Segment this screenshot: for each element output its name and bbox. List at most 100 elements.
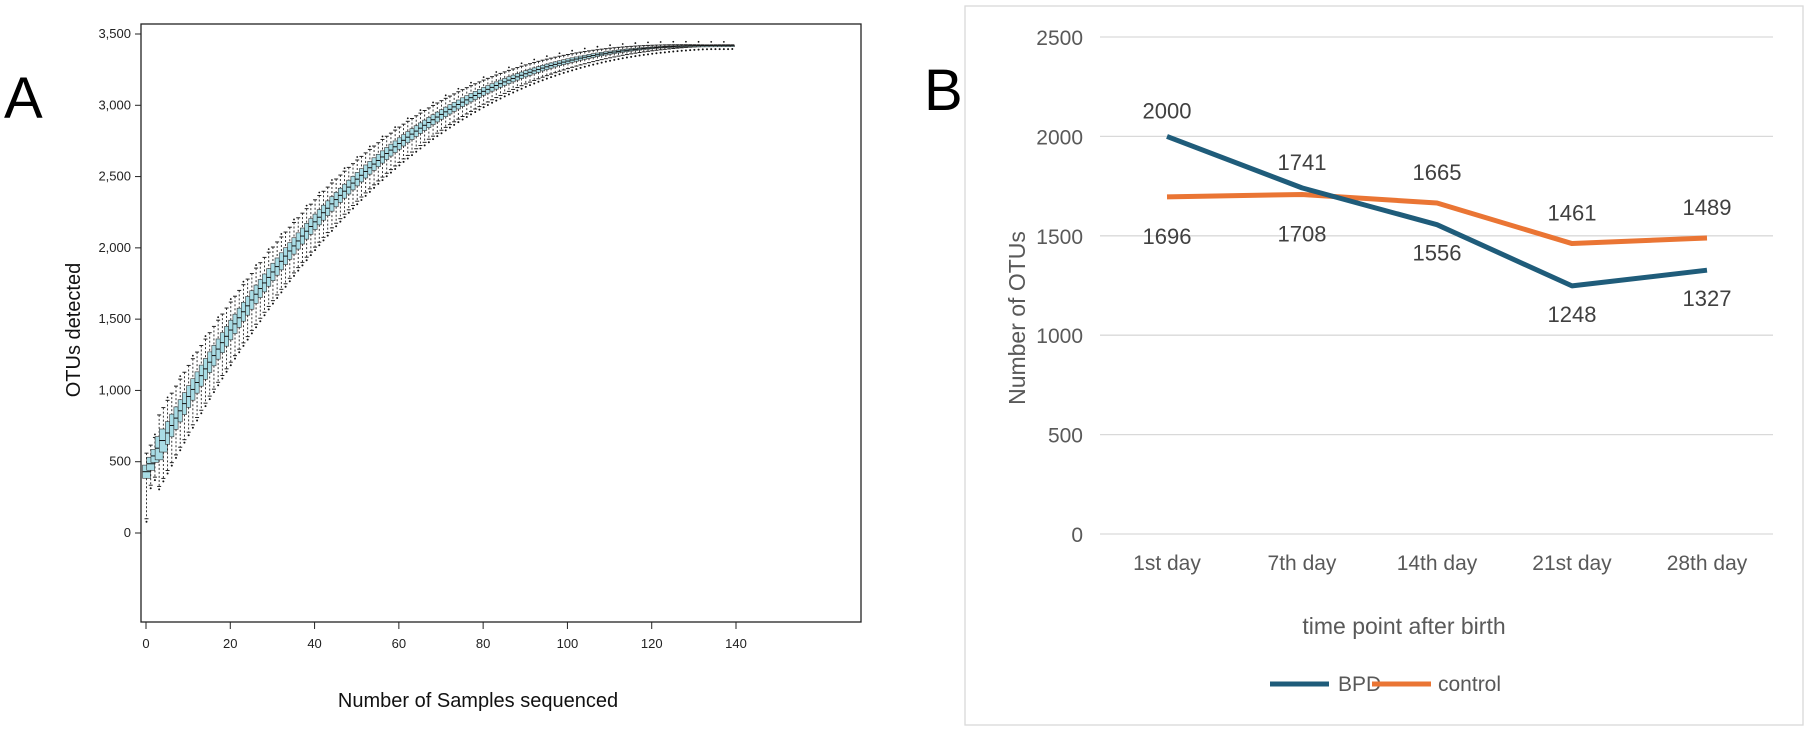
panel-a-y-axis: 0 500 1,000 1,500 2,000 2,500 3,000 3,500: [98, 26, 141, 540]
boxplot-128: [679, 44, 685, 52]
boxplot-28: [257, 262, 263, 323]
boxplot-98: [552, 56, 558, 77]
data-label-bpd: 1556: [1413, 241, 1462, 266]
boxplot-83: [489, 76, 495, 104]
boxplot-13: [194, 351, 200, 422]
boxplot-32: [274, 241, 280, 299]
boxplot-62: [401, 123, 406, 163]
boxplot-31: [270, 246, 276, 305]
data-label-bpd: 1248: [1548, 302, 1597, 327]
boxplot-14: [198, 345, 204, 415]
x-tick-label: 60: [392, 636, 406, 651]
boxplot-72: [443, 94, 449, 132]
boxplot-95: [540, 59, 546, 82]
boxplot-12: [190, 354, 196, 429]
boxplot-110: [603, 48, 609, 63]
boxplot-56: [375, 142, 381, 185]
boxplot-5: [159, 407, 168, 483]
x-tick-label: 21st day: [1532, 552, 1612, 575]
y-tick-label: 2000: [1036, 126, 1083, 149]
series-line-control: [1166, 191, 1708, 247]
boxplot-36: [291, 218, 297, 277]
boxplot-134: [704, 44, 710, 51]
boxplot-121: [649, 44, 655, 55]
boxplot-101: [565, 54, 571, 73]
boxplot-99: [557, 52, 562, 76]
x-tick-label: 1st day: [1133, 552, 1201, 575]
panel-a-x-axis-title: Number of Samples sequenced: [338, 690, 618, 712]
boxplot-84: [493, 71, 499, 102]
boxplot-37: [295, 217, 301, 272]
boxplot-85: [498, 72, 503, 100]
boxplot-40: [308, 203, 314, 257]
y-tick-label: 500: [109, 454, 131, 469]
boxplot-41: [312, 199, 318, 252]
data-label-bpd: 1327: [1683, 286, 1732, 311]
boxplot-124: [662, 44, 668, 54]
boxplot-22: [232, 295, 238, 360]
boxplot-16: [207, 332, 213, 401]
legend-control-label: control: [1438, 673, 1501, 696]
panel-b-data-labels: 2000 1741 1556 1248 1327 1696 1708 1665 1461 1489: [1143, 98, 1732, 326]
boxplot-136: [713, 44, 718, 51]
boxplot-66: [418, 109, 423, 150]
x-tick-label: 80: [476, 636, 490, 651]
y-tick-label: 0: [124, 525, 131, 540]
boxplot-113: [616, 46, 621, 61]
boxplot-69: [430, 101, 436, 141]
boxplot-117: [632, 42, 638, 58]
boxplot-102: [569, 49, 575, 72]
panel-b-chart-frame: [964, 5, 1804, 726]
boxplot-132: [696, 40, 701, 51]
series-line-bpd: [1166, 134, 1708, 289]
boxplot-4: [154, 414, 164, 491]
panel-a-x-axis: 0 20 40 60 80 100 120 140: [142, 622, 747, 651]
boxplot-131: [691, 44, 697, 51]
boxplot-42: [316, 191, 322, 247]
boxplot-86: [502, 71, 508, 98]
boxplot-43: [321, 190, 326, 242]
boxplot-59: [388, 132, 394, 174]
boxplot-27: [253, 264, 259, 329]
boxplot-91: [523, 64, 529, 88]
legend-bpd-label: BPD: [1338, 673, 1381, 696]
boxplot-23: [236, 289, 242, 354]
x-tick-label: 14th day: [1397, 552, 1478, 575]
boxplot-127: [675, 44, 680, 53]
x-tick-label: 100: [557, 636, 579, 651]
boxplot-126: [670, 40, 676, 53]
boxplot-50: [350, 163, 356, 210]
boxplot-79: [472, 83, 478, 113]
boxplot-48: [342, 167, 347, 219]
x-tick-label: 140: [725, 636, 747, 651]
boxplot-112: [611, 47, 617, 61]
boxplot-116: [628, 45, 634, 58]
boxplot-80: [477, 81, 482, 111]
y-tick-label: 1,500: [98, 311, 131, 326]
boxplot-63: [405, 117, 411, 160]
boxplot-6: [165, 396, 170, 475]
boxplot-119: [641, 45, 647, 56]
boxplot-20: [224, 307, 229, 373]
boxplot-34: [283, 231, 288, 288]
boxplot-140: [729, 44, 735, 51]
boxplot-51: [354, 156, 360, 206]
boxplot-77: [464, 87, 470, 118]
y-tick-label: 0: [1071, 524, 1083, 547]
boxplot-90: [519, 62, 524, 90]
boxplot-11: [186, 364, 192, 437]
boxplot-88: [510, 68, 516, 94]
boxplot-38: [300, 212, 305, 267]
x-tick-label: 0: [142, 636, 149, 651]
boxplot-111: [607, 44, 613, 62]
boxplot-30: [266, 248, 272, 311]
boxplot-118: [637, 45, 642, 57]
boxplot-29: [262, 256, 267, 317]
boxplot-138: [721, 40, 727, 51]
boxplot-133: [700, 44, 706, 51]
boxplot-21: [228, 298, 234, 367]
boxplot-68: [426, 107, 432, 144]
boxplot-87: [506, 66, 512, 96]
panel-b-series: [1166, 134, 1708, 289]
